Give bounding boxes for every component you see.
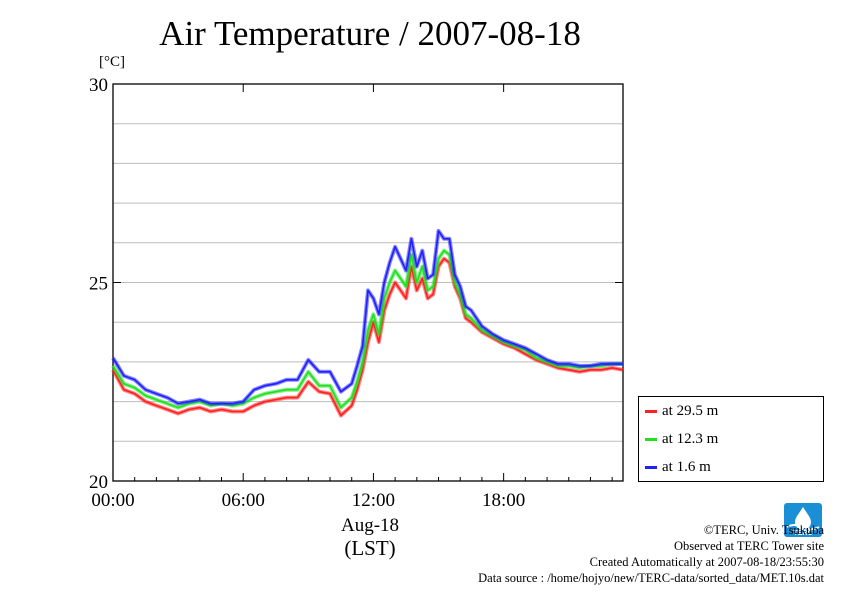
- chart-legend: at 29.5 m at 12.3 m at 1.6 m: [638, 396, 824, 482]
- legend-swatch-29-5m: [645, 409, 657, 413]
- legend-item: at 12.3 m: [645, 428, 718, 450]
- x-tick-label: 18:00: [482, 490, 525, 511]
- credit-site: Observed at TERC Tower site: [673, 539, 824, 553]
- x-axis-date-label: Aug-18: [340, 515, 400, 536]
- legend-label-12-3m: at 12.3 m: [662, 430, 719, 447]
- y-axis-unit-label: [°C]: [99, 54, 125, 70]
- legend-item: at 29.5 m: [645, 400, 718, 422]
- credit-created: Created Automatically at 2007-08-18/23:5…: [589, 555, 824, 569]
- legend-label-29-5m: at 29.5 m: [662, 402, 719, 419]
- x-axis-timezone-label: (LST): [344, 536, 396, 560]
- legend-item: at 1.6 m: [645, 456, 711, 478]
- y-tick-label: 20: [89, 472, 108, 493]
- legend-label-1-6m: at 1.6 m: [662, 458, 711, 475]
- series-line-1: [112, 249, 623, 409]
- chart-title: Air Temperature / 2007-08-18: [159, 14, 581, 53]
- logo-text: TERC: [793, 530, 812, 537]
- series-glow-2: [111, 228, 623, 406]
- y-tick-label: 30: [89, 75, 108, 96]
- series-line-0: [112, 257, 624, 417]
- series-line-2: [112, 230, 623, 405]
- credits-block: ©TERC, Univ. Tsukuba Observed at TERC To…: [478, 522, 824, 586]
- legend-swatch-1-6m: [645, 465, 657, 469]
- terc-logo-icon: TERC: [784, 503, 822, 537]
- x-tick-label: 12:00: [352, 490, 395, 511]
- legend-swatch-12-3m: [645, 437, 657, 441]
- y-tick-label: 25: [89, 274, 108, 295]
- x-tick-label: 06:00: [222, 490, 265, 511]
- credit-copyright: ©TERC, Univ. Tsukuba: [703, 523, 824, 537]
- x-tick-label: 00:00: [91, 490, 134, 511]
- credit-data-source: Data source : /home/hojyo/new/TERC-data/…: [478, 571, 824, 585]
